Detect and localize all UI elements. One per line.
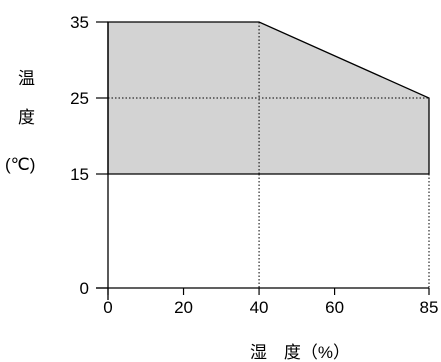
x-tick-label: 0 [103, 298, 112, 317]
y-axis-label-char-3: (℃) [5, 155, 35, 174]
y-tick-label: 0 [80, 279, 89, 298]
reference-lines [108, 22, 430, 288]
operating-region [107, 21, 430, 175]
y-ticks: 0 15 25 35 [70, 13, 108, 298]
y-tick-label: 15 [70, 165, 89, 184]
x-tick-label: 60 [325, 298, 344, 317]
x-ticks: 0 20 40 60 85 [103, 288, 438, 317]
x-tick-label: 20 [174, 298, 193, 317]
x-tick-label: 85 [420, 298, 439, 317]
y-axis-label-char-1: 温 [18, 69, 35, 88]
y-tick-label: 35 [70, 13, 89, 32]
x-axis-label: 湿 度（%） [250, 343, 350, 362]
x-tick-label: 40 [250, 298, 269, 317]
y-axis-label-char-2: 度 [18, 108, 35, 127]
y-tick-label: 25 [70, 89, 89, 108]
